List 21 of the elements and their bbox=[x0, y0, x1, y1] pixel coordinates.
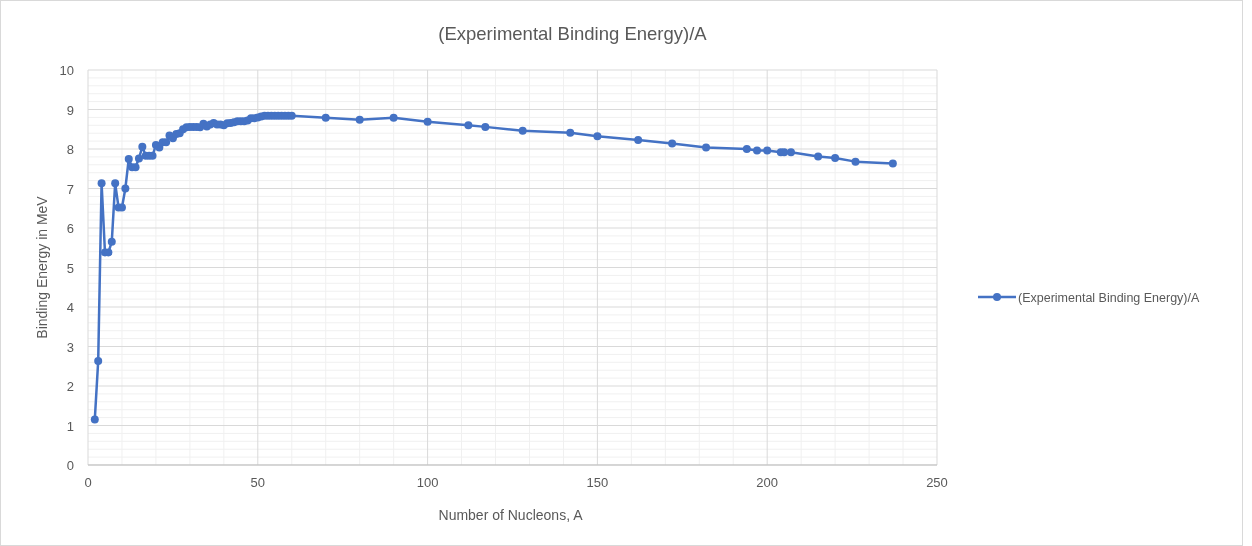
y-tick-label: 6 bbox=[66, 221, 74, 236]
x-tick-label: 250 bbox=[926, 475, 948, 490]
y-tick-label: 5 bbox=[66, 260, 74, 276]
x-tick-label: 0 bbox=[84, 475, 92, 490]
y-tick-label: 9 bbox=[66, 102, 74, 118]
y-axis-title: Binding Energy in MeV bbox=[34, 195, 50, 339]
y-tick-label: 0 bbox=[66, 458, 74, 473]
y-tick-label: 10 bbox=[59, 63, 74, 78]
y-tick-label: 1 bbox=[66, 418, 74, 434]
chart-title: (Experimental Binding Energy)/A bbox=[438, 23, 708, 44]
y-tick-label: 8 bbox=[66, 142, 74, 157]
legend-label: (Experimental Binding Energy)/A bbox=[1018, 291, 1200, 305]
x-tick-label: 150 bbox=[586, 475, 609, 490]
y-tick-label: 2 bbox=[66, 379, 74, 394]
x-tick-label: 200 bbox=[756, 475, 779, 490]
y-tick-label: 3 bbox=[66, 339, 74, 355]
x-tick-label: 50 bbox=[250, 475, 266, 490]
x-axis-title: Number of Nucleons, A bbox=[438, 507, 584, 523]
y-tick-label: 7 bbox=[66, 181, 74, 197]
x-tick-label: 100 bbox=[416, 475, 439, 490]
y-tick-label: 4 bbox=[66, 300, 74, 315]
